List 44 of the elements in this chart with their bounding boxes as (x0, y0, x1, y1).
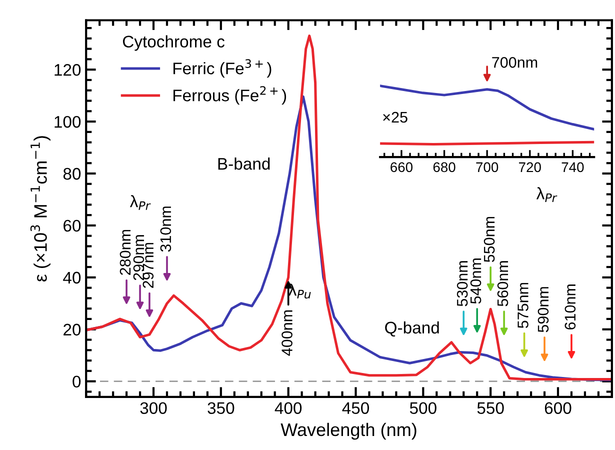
annotation: 400nm (282, 310, 292, 356)
x-tick-label: 300 (140, 402, 167, 414)
line-series (86, 34, 612, 380)
annotation: 610nm (564, 284, 576, 330)
legend-title: Cytochrome c (122, 35, 224, 51)
y-tick-label: 0 (72, 376, 81, 388)
y-tick-label: 100 (54, 116, 81, 128)
annotation: λ$_{Pu}$ (288, 284, 311, 299)
x-tick-label: 350 (208, 402, 234, 414)
legend-label: Ferrous (Fe$^{2+}$) (174, 86, 286, 105)
annotation: 540nm (470, 258, 482, 304)
annotation: 290nm (133, 235, 144, 280)
x-tick-label: 700 (476, 162, 498, 172)
x-tick-label: 500 (410, 402, 436, 414)
x-tick-label: 740 (562, 162, 584, 172)
y-tick-label: 20 (64, 324, 81, 336)
y-tick-label: 60 (64, 220, 81, 232)
annotation: λ$_{Pr}$ (536, 187, 558, 202)
annotation: B-band (218, 157, 270, 170)
x-tick-label: 550 (477, 402, 504, 414)
annotation: ×25 (383, 112, 408, 123)
annotation: 530nm (456, 261, 468, 306)
y-tick-label: 80 (63, 168, 81, 180)
annotation: λ$_{Pr}$ (130, 195, 151, 210)
x-tick-label: 660 (390, 162, 413, 172)
annotation: Q-band (385, 321, 439, 337)
annotation: 560nm (497, 261, 508, 306)
annotation: 575nm (518, 282, 528, 328)
y-tick-label: 40 (63, 272, 81, 284)
y-axis-title: ε (×10$^{3}$ M$^{−1}$cm$^{−1}$) (30, 136, 50, 282)
x-axis-title: Wavelength (nm) (280, 422, 416, 440)
annotation: 280nm (120, 230, 131, 275)
x-tick-label: 450 (342, 402, 370, 414)
x-tick-label: 600 (544, 402, 572, 414)
annotation: 550nm (484, 216, 495, 262)
x-tick-label: 680 (433, 162, 456, 172)
x-tick-label: 720 (519, 162, 541, 172)
annotation: 310nm (160, 206, 172, 252)
y-tick-label: 120 (54, 64, 81, 76)
x-tick-label: 400 (274, 402, 302, 414)
legend-label: Ferric (Fe$^{3+}$) (174, 59, 272, 78)
annotation: 590nm (538, 287, 549, 332)
annotation: 297nm (142, 242, 154, 288)
annotation: 700nm (492, 56, 538, 68)
